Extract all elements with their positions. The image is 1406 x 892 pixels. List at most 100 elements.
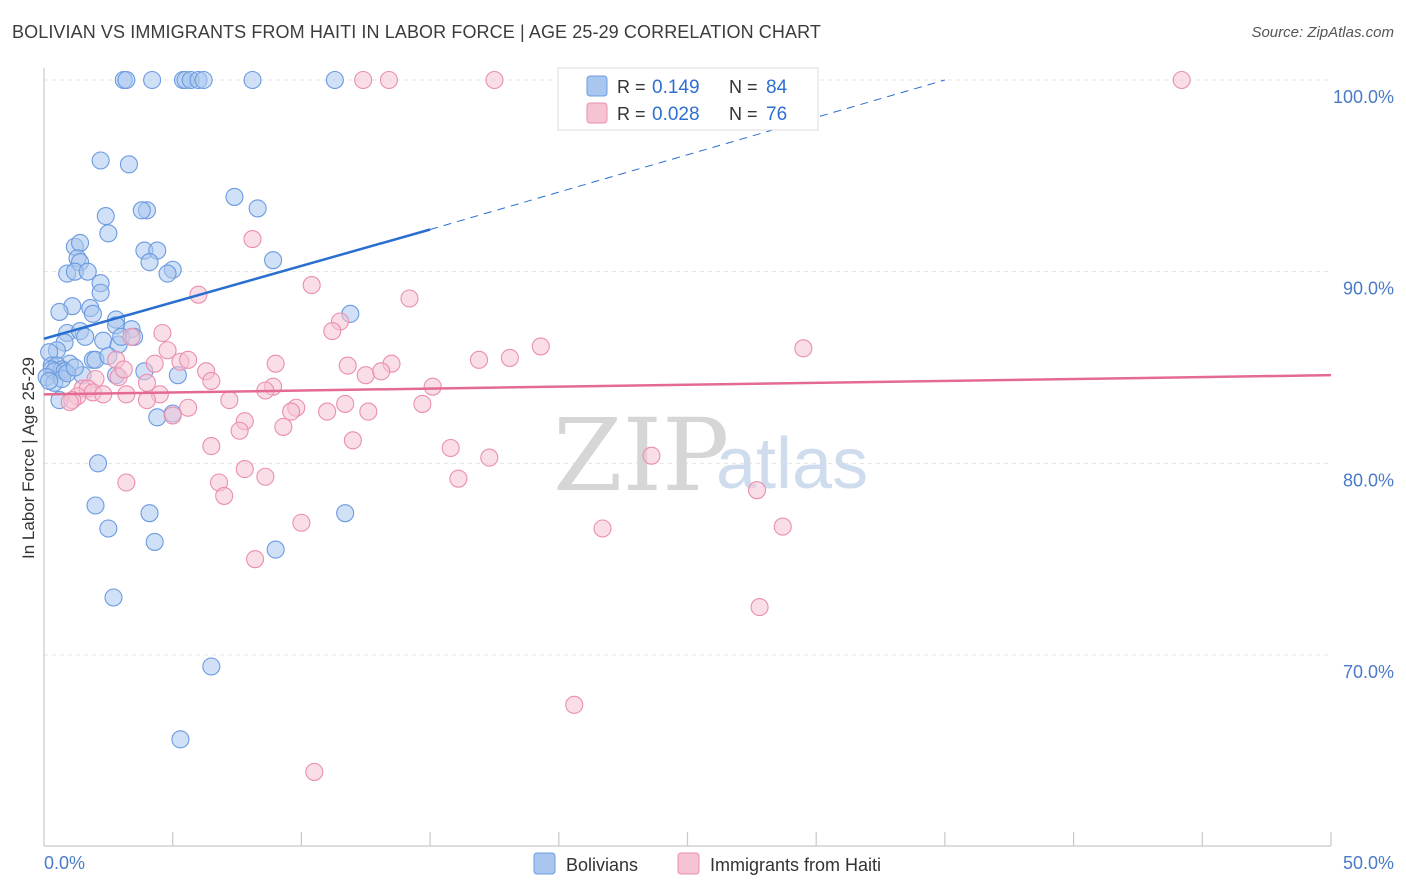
watermark-atlas: atlas [716, 424, 868, 504]
x-tick-label-min: 0.0% [44, 853, 85, 873]
point-haiti [153, 323, 172, 343]
point-bolivians [145, 532, 164, 551]
point-bolivians [171, 730, 190, 749]
series-legend: Bolivians Immigrants from Haiti [533, 852, 881, 875]
point-haiti [485, 70, 504, 90]
point-bolivians [336, 504, 355, 523]
point-bolivians [325, 70, 344, 90]
series-legend-label-haiti: Immigrants from Haiti [710, 855, 881, 875]
watermark-zip: ZIP [553, 397, 729, 514]
point-haiti [400, 289, 419, 308]
point-haiti [338, 356, 357, 375]
point-haiti [305, 762, 324, 781]
legend-n-value-haiti: 76 [766, 104, 787, 125]
point-bolivians [140, 504, 159, 523]
point-haiti [202, 437, 221, 456]
point-haiti [235, 460, 254, 479]
point-haiti [318, 402, 337, 421]
point-haiti [372, 362, 391, 381]
point-haiti [117, 473, 136, 492]
point-bolivians [78, 262, 97, 281]
point-bolivians [143, 70, 162, 90]
point-haiti [441, 438, 460, 458]
legend-r-label-haiti: R = [617, 104, 646, 124]
point-bolivians [70, 233, 90, 252]
point-haiti [354, 70, 373, 90]
point-haiti [413, 394, 432, 413]
point-haiti [750, 598, 769, 617]
point-haiti [243, 230, 262, 249]
point-haiti [794, 339, 813, 358]
legend-r-value-haiti: 0.028 [652, 104, 700, 125]
point-haiti [60, 392, 79, 412]
legend-n-label-haiti: N = [729, 104, 758, 124]
point-haiti [163, 406, 182, 425]
legend-swatch-haiti [586, 102, 608, 124]
point-bolivians [148, 408, 167, 427]
point-haiti [274, 417, 293, 436]
point-haiti [122, 327, 141, 346]
gridlines [44, 79, 1331, 656]
point-bolivians [99, 224, 118, 243]
point-haiti [145, 354, 164, 373]
point-haiti [215, 486, 234, 505]
point-bolivians [132, 201, 151, 220]
series-legend-swatch-bolivians [533, 852, 556, 875]
y-axis-label: In Labor Force | Age 25-29 [19, 357, 38, 559]
point-bolivians [117, 70, 136, 90]
legend-r-label-bolivians: R = [617, 77, 646, 97]
point-haiti [469, 350, 489, 369]
series-legend-swatch-haiti [677, 852, 700, 875]
point-bolivians [266, 540, 285, 559]
point-haiti [114, 360, 133, 379]
point-bolivians [76, 327, 95, 346]
series-legend-label-bolivians: Bolivians [566, 855, 638, 875]
point-haiti [179, 398, 198, 417]
legend-r-value-bolivians: 0.149 [652, 77, 700, 98]
point-bolivians [264, 251, 283, 270]
point-bolivians [225, 187, 244, 206]
trend-line-bolivians [43, 228, 431, 340]
y-tick-label-70: 70.0% [1343, 662, 1394, 682]
point-bolivians [104, 588, 123, 607]
point-haiti [158, 341, 177, 360]
point-haiti [292, 513, 311, 532]
watermark: ZIP atlas [553, 397, 868, 514]
point-haiti [282, 402, 301, 421]
point-bolivians [194, 70, 213, 90]
point-bolivians [119, 155, 138, 174]
point-haiti [336, 394, 355, 413]
point-haiti [531, 337, 550, 356]
point-bolivians [91, 283, 110, 302]
trend-layer [43, 79, 1332, 396]
chart-source: Source: ZipAtlas.com [1251, 24, 1394, 41]
point-haiti [423, 377, 442, 396]
point-bolivians [158, 264, 177, 283]
point-bolivians [83, 304, 102, 323]
point-haiti [302, 276, 321, 295]
point-bolivians [50, 302, 69, 321]
point-haiti [246, 550, 265, 569]
point-haiti [256, 467, 275, 486]
point-bolivians [65, 358, 84, 377]
y-tick-label-100: 100.0% [1333, 87, 1394, 107]
point-bolivians [248, 199, 267, 218]
point-haiti [565, 695, 584, 714]
point-haiti [230, 421, 249, 440]
point-bolivians [89, 454, 108, 473]
point-haiti [137, 373, 157, 392]
x-tick-label-max: 50.0% [1343, 853, 1394, 873]
y-tick-label-90: 90.0% [1343, 279, 1394, 299]
point-haiti [379, 70, 398, 90]
trend-line-haiti [43, 373, 1332, 396]
chart-title: BOLIVIAN VS IMMIGRANTS FROM HAITI IN LAB… [12, 22, 821, 42]
point-haiti [356, 366, 375, 385]
point-haiti [747, 481, 767, 500]
point-bolivians [243, 70, 262, 90]
point-bolivians [140, 253, 159, 272]
point-haiti [359, 402, 378, 421]
legend-n-label-bolivians: N = [729, 77, 758, 97]
point-haiti [343, 431, 362, 450]
point-haiti [773, 517, 792, 536]
